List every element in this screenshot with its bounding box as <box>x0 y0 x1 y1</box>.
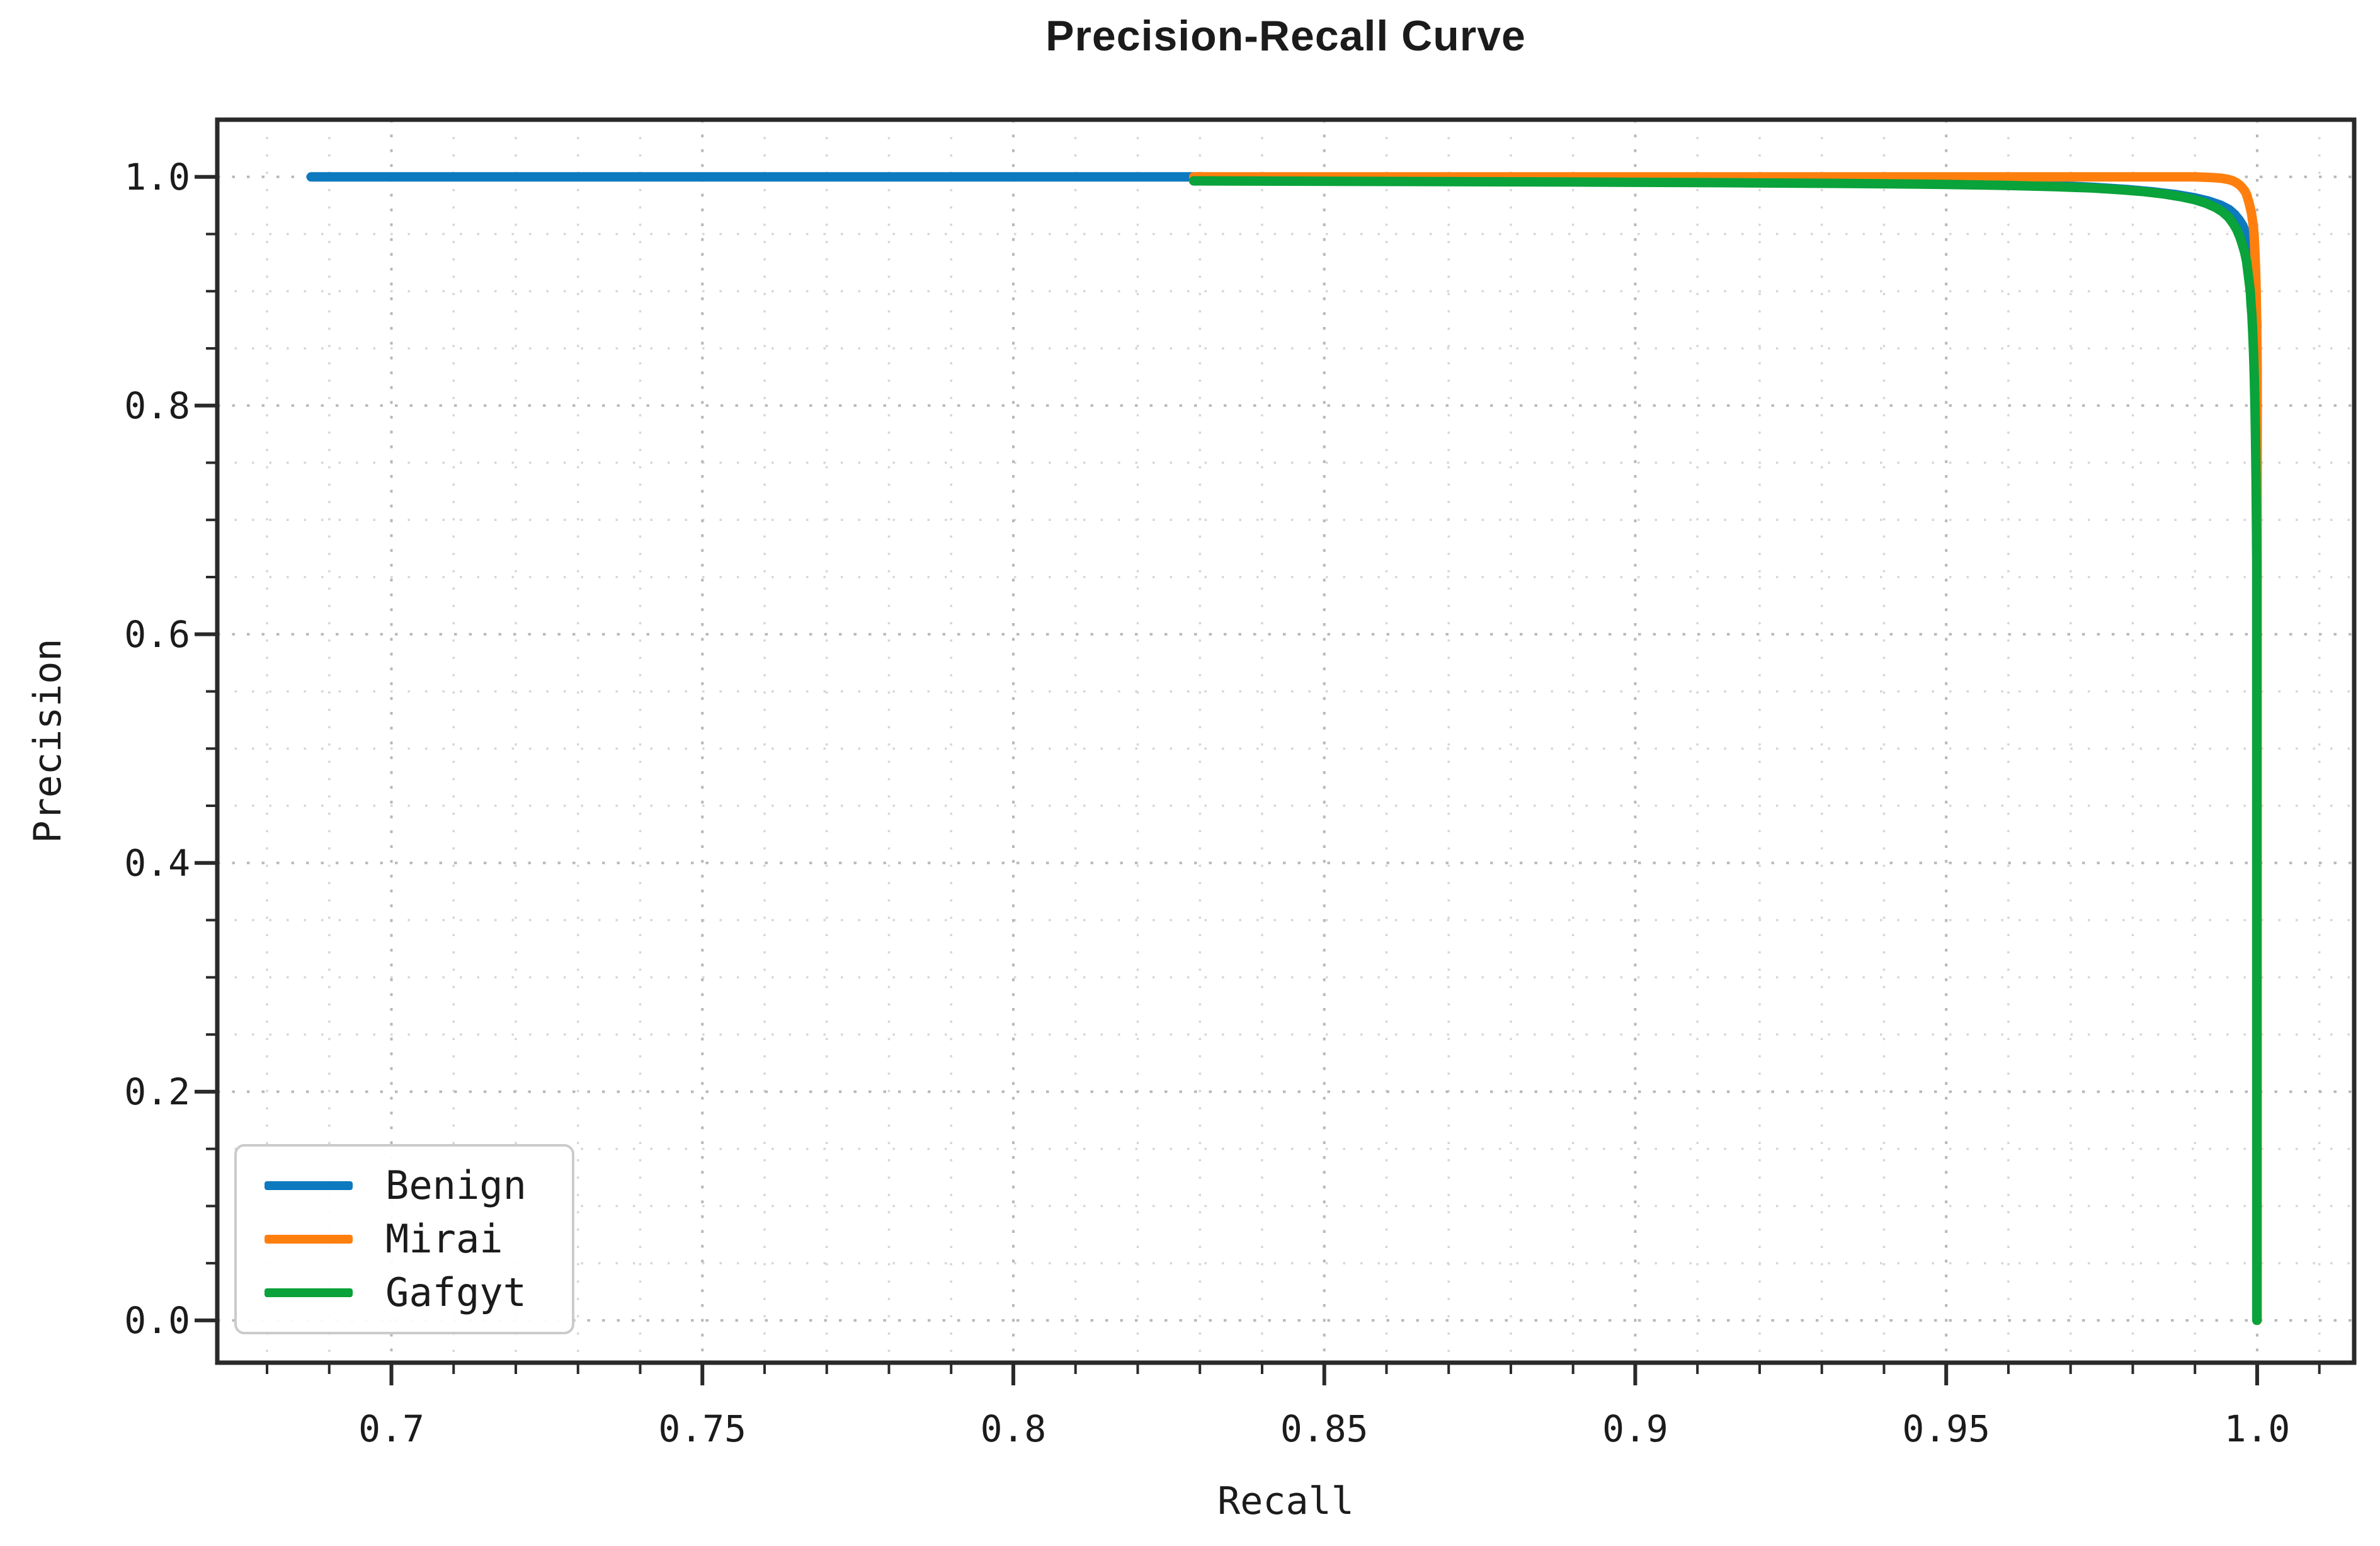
x-tick-label: 0.7 <box>358 1407 424 1450</box>
plot-spines <box>215 117 2357 1365</box>
x-tick-label: 0.8 <box>981 1407 1047 1450</box>
x-tick-label: 0.85 <box>1280 1407 1369 1450</box>
x-tick-label: 0.95 <box>1902 1407 1990 1450</box>
x-tick-label: 1.0 <box>2224 1407 2291 1450</box>
legend-swatch-gafgyt <box>265 1288 353 1297</box>
legend-label-mirai: Mirai <box>385 1216 503 1262</box>
y-tick-label: 0.2 <box>124 1070 190 1113</box>
legend-item-gafgyt: Gafgyt <box>265 1273 566 1312</box>
legend-item-benign: Benign <box>265 1166 566 1205</box>
series-line-gafgyt <box>1188 176 2262 1326</box>
y-tick-label: 0.6 <box>124 613 190 656</box>
y-tick-label: 1.0 <box>124 156 190 198</box>
y-axis-label: Precision <box>26 638 70 844</box>
legend-swatch-benign <box>265 1181 353 1190</box>
y-tick-label: 0.0 <box>124 1299 190 1342</box>
y-tick-label: 0.8 <box>124 384 190 427</box>
chart-title: Precision-Recall Curve <box>1045 12 1526 60</box>
x-tick-label: 0.75 <box>658 1407 746 1450</box>
legend-item-mirai: Mirai <box>265 1220 566 1259</box>
x-axis-label: Recall <box>1217 1479 1354 1523</box>
series-line-benign <box>306 172 2262 331</box>
legend-box: Benign Mirai Gafgyt <box>234 1144 574 1334</box>
legend-label-gafgyt: Gafgyt <box>385 1269 527 1315</box>
legend-swatch-mirai <box>265 1235 353 1244</box>
y-tick-label: 0.4 <box>124 842 190 885</box>
legend-label-benign: Benign <box>385 1162 527 1208</box>
x-tick-label: 0.9 <box>1602 1407 1668 1450</box>
